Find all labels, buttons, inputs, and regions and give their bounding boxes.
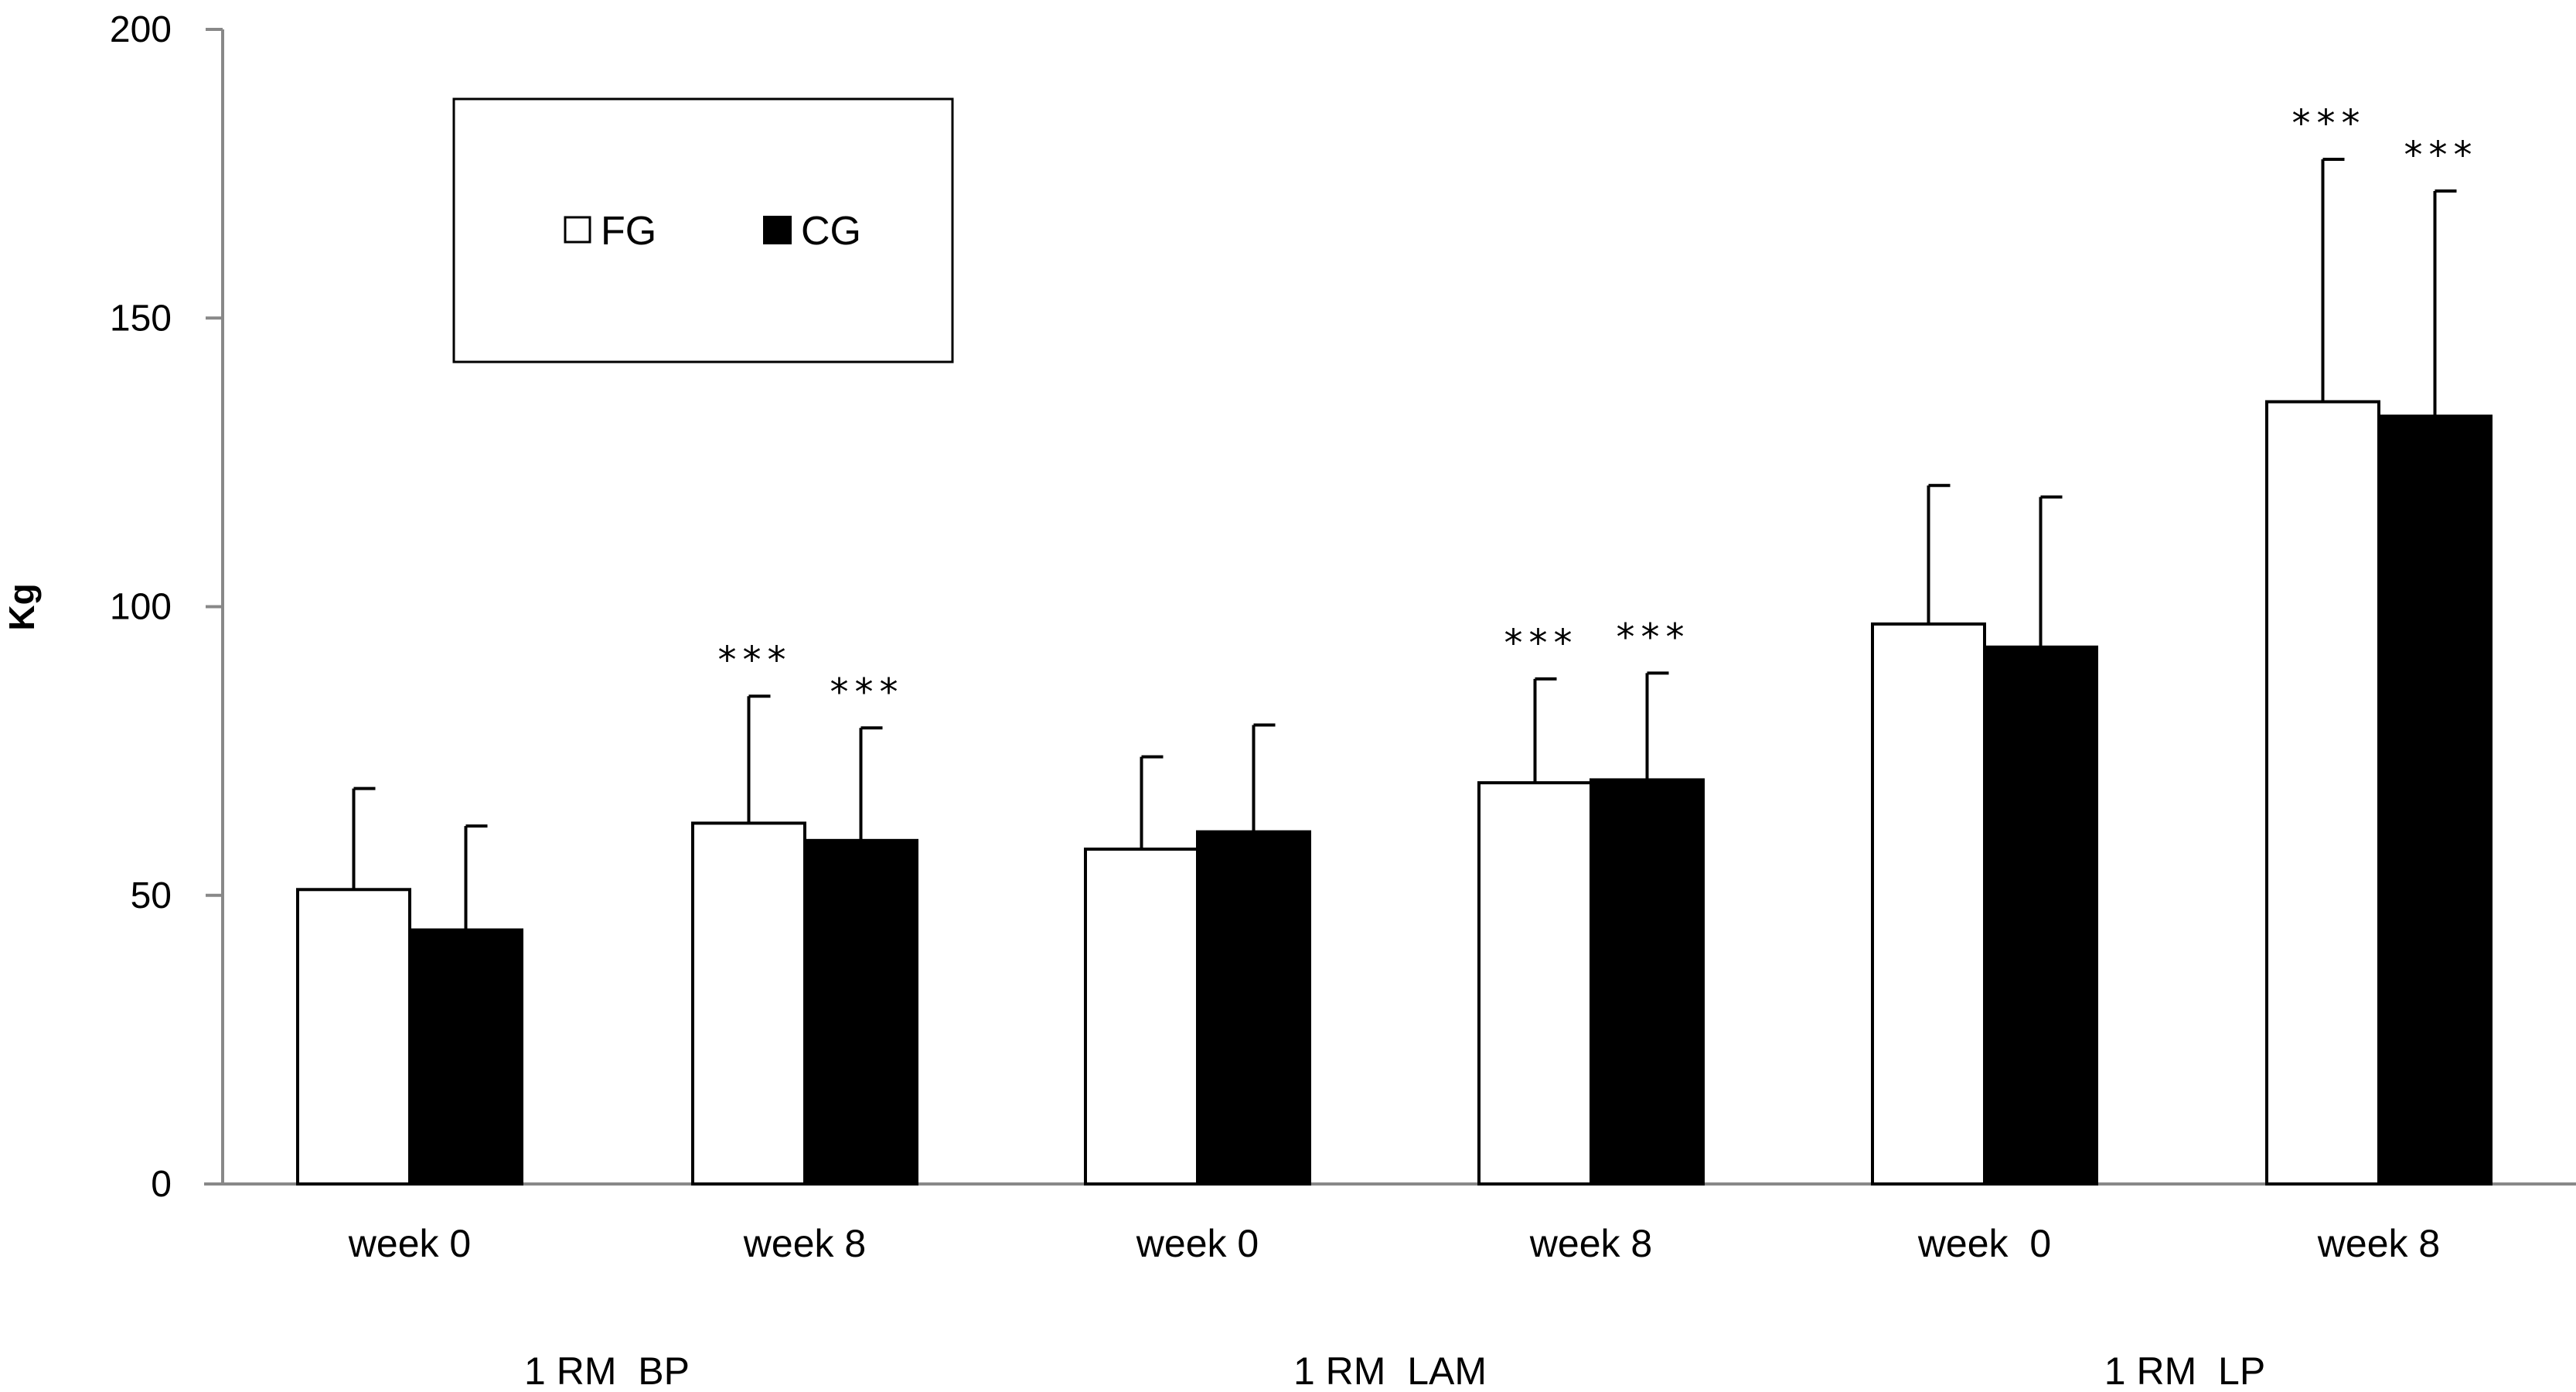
legend-label-fg: FG xyxy=(601,209,656,254)
bar-cg-5 xyxy=(2377,415,2493,1186)
significance-mark: *** xyxy=(1617,616,1691,659)
group-labels: 1 RM BP 1 RM LAM 1 RM LP xyxy=(524,1349,2265,1392)
significance-mark: *** xyxy=(718,639,792,682)
y-tick-label: 150 xyxy=(110,298,172,339)
x-tick-label: week 8 xyxy=(1529,1222,1652,1265)
group-label: 1 RM LP xyxy=(2104,1349,2265,1392)
bar-cg-2 xyxy=(1196,830,1311,1186)
significance-mark: *** xyxy=(1504,622,1579,665)
y-tick-label: 0 xyxy=(151,1164,172,1205)
x-tick-label: week 8 xyxy=(2317,1222,2440,1265)
bar-fg-3 xyxy=(1477,781,1593,1186)
x-tick-label: week 0 xyxy=(1136,1222,1259,1265)
x-tick-label: week 0 xyxy=(1917,1222,2051,1265)
group-label: 1 RM BP xyxy=(524,1349,690,1392)
bar-fg-1 xyxy=(691,821,806,1186)
bar-fg-5 xyxy=(2265,400,2380,1186)
bars xyxy=(296,400,2493,1186)
x-tick-labels: week 0 week 8 week 0 week 8 week 0 week 8 xyxy=(348,1222,2440,1265)
y-axis-label: Kg xyxy=(2,583,42,630)
legend-swatch-fg xyxy=(564,216,591,244)
bar-fg-4 xyxy=(1871,622,1986,1186)
bar-fg-2 xyxy=(1084,848,1199,1186)
significance-mark: *** xyxy=(2404,134,2479,177)
y-ticks: 0 50 100 150 200 xyxy=(110,9,223,1205)
x-tick-label: week 8 xyxy=(743,1222,866,1265)
group-label: 1 RM LAM xyxy=(1293,1349,1487,1392)
legend-swatch-cg xyxy=(763,216,792,244)
legend-label-cg: CG xyxy=(801,209,861,254)
y-tick-label: 100 xyxy=(110,587,172,628)
x-tick-label: week 0 xyxy=(348,1222,471,1265)
bar-cg-4 xyxy=(1983,645,2098,1186)
bar-cg-1 xyxy=(803,838,918,1186)
significance-mark: *** xyxy=(2292,102,2366,145)
legend-box xyxy=(452,97,954,363)
significance-marks: *** *** *** *** *** *** xyxy=(718,102,2479,714)
bar-cg-0 xyxy=(408,928,523,1186)
legend: FG CG xyxy=(452,97,954,363)
bar-cg-3 xyxy=(1590,778,1705,1186)
y-tick-label: 200 xyxy=(110,9,172,50)
bar-fg-0 xyxy=(296,888,411,1186)
significance-mark: *** xyxy=(830,670,905,714)
error-bars xyxy=(352,157,2457,930)
y-tick-label: 50 xyxy=(131,875,172,916)
